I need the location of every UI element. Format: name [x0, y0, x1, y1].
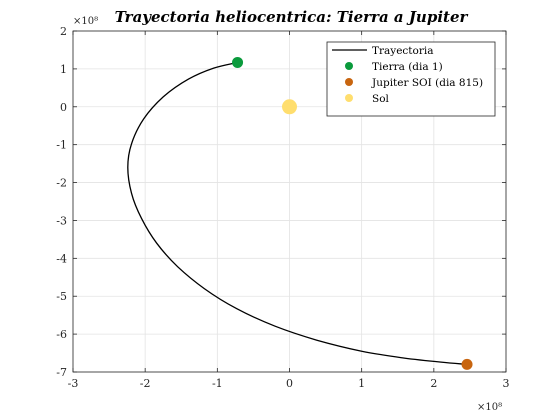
y-tick-label: -4 — [56, 252, 67, 265]
x-exponent-label: ×10⁸ — [477, 402, 502, 413]
marker-point — [282, 99, 297, 115]
y-tick-label: -1 — [56, 139, 67, 152]
x-tick-label: -2 — [140, 377, 151, 390]
y-tick-label: -3 — [56, 214, 67, 227]
legend-marker-swatch — [345, 94, 353, 102]
x-tick-label: 2 — [430, 377, 437, 390]
y-exponent-label: ×10⁸ — [73, 16, 98, 27]
series-layer — [127, 56, 473, 370]
x-tick-label: 0 — [286, 377, 293, 390]
x-tick-label: -1 — [212, 377, 223, 390]
legend-box — [326, 41, 496, 117]
legend-entry-label: Jupiter SOI (dia 815) — [371, 77, 483, 89]
chart-title: Trayectoria heliocentrica: Tierra a Jupi… — [115, 8, 469, 26]
y-tick-label: -6 — [56, 328, 67, 341]
legend: Trayectoria Tierra (dia 1) Jupiter SOI (di… — [326, 41, 496, 117]
y-tick-label: -2 — [56, 177, 67, 190]
y-tick-label: 2 — [60, 25, 67, 38]
x-tick-label: 3 — [503, 377, 510, 390]
x-tick-label: -3 — [68, 377, 79, 390]
legend-entry-label: Trayectoria — [372, 45, 434, 57]
trajectory-line — [127, 61, 468, 366]
marker-point — [232, 56, 244, 68]
x-tick-label: 1 — [358, 377, 365, 390]
legend-marker-swatch — [345, 62, 353, 70]
legend-marker-swatch — [345, 78, 353, 86]
y-tick-label: -7 — [56, 366, 67, 379]
y-tick-label: -5 — [56, 290, 67, 303]
legend-entry-label: Sol — [372, 93, 390, 105]
legend-entry-label: Tierra (dia 1) — [372, 61, 443, 73]
axes: -3 -2 -1 0 1 2 3 2 1 0 -1 -2 -3 -4 -5 -6 -7 — [56, 25, 509, 390]
y-tick-label: 0 — [60, 101, 67, 114]
y-tick-label: 1 — [60, 63, 67, 76]
marker-point — [461, 358, 473, 370]
